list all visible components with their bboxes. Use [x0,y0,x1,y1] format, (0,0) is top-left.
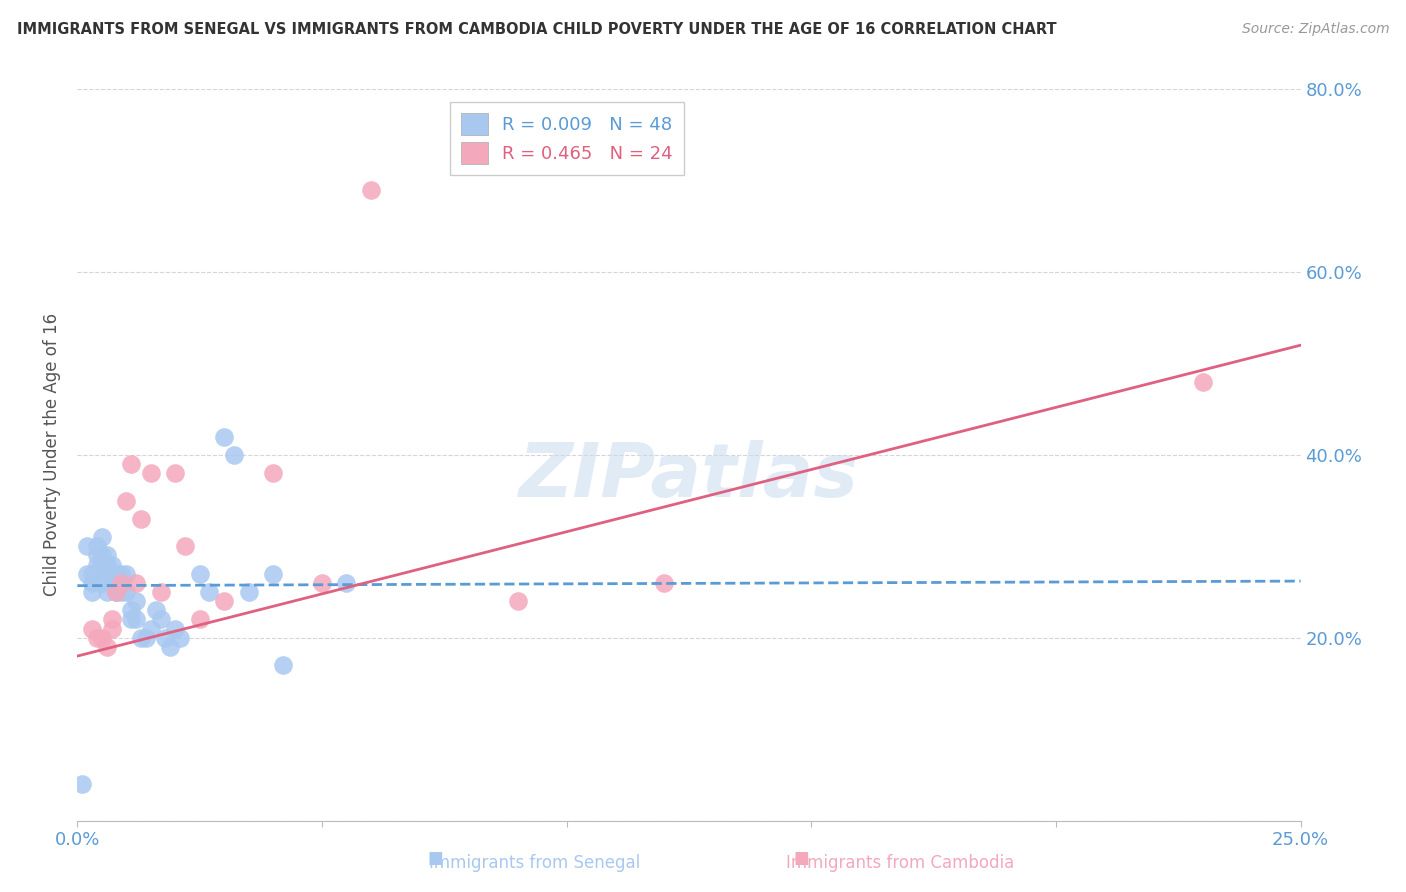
Point [149,585,172,599]
Point [76,566,98,581]
Point [80,622,103,636]
Point [654,576,676,591]
Point [115,493,138,508]
Text: ZIPatlas: ZIPatlas [519,441,859,514]
Point [90,558,112,572]
Point [174,539,197,553]
Point [139,466,162,480]
Point [115,585,138,599]
Point [90,530,112,544]
Point [262,466,284,480]
Point [169,631,191,645]
Point [212,430,235,444]
Point [271,658,294,673]
Text: IMMIGRANTS FROM SENEGAL VS IMMIGRANTS FROM CAMBODIA CHILD POVERTY UNDER THE AGE : IMMIGRANTS FROM SENEGAL VS IMMIGRANTS FR… [17,22,1056,37]
Point [222,448,245,462]
Point [125,613,148,627]
Point [100,613,122,627]
Point [110,566,132,581]
Point [80,566,103,581]
Point [115,566,138,581]
Point [120,603,142,617]
Point [360,183,382,197]
Point [96,549,118,563]
Point [86,539,108,553]
Point [198,585,221,599]
Point [125,594,148,608]
Point [120,457,142,471]
Point [159,640,181,654]
Point [149,613,172,627]
Point [105,585,128,599]
Point [145,603,167,617]
Text: Source: ZipAtlas.com: Source: ZipAtlas.com [1241,22,1389,37]
Y-axis label: Child Poverty Under the Age of 16: Child Poverty Under the Age of 16 [44,313,62,597]
Point [90,631,112,645]
Point [80,576,103,591]
Point [125,576,148,591]
Point [165,622,187,636]
Point [86,558,108,572]
Point [110,585,132,599]
Point [100,576,122,591]
Point [100,558,122,572]
Point [155,631,177,645]
Point [110,576,132,591]
Point [105,585,128,599]
Point [238,585,260,599]
Point [90,576,112,591]
Point [262,566,284,581]
Point [506,594,529,608]
Point [1191,375,1213,389]
Point [311,576,333,591]
Point [76,539,98,553]
Point [100,622,122,636]
Text: ■: ■ [427,849,444,867]
Text: Immigrants from Cambodia: Immigrants from Cambodia [786,855,1014,872]
Point [96,558,118,572]
Point [96,640,118,654]
Text: ■: ■ [793,849,810,867]
Point [188,566,211,581]
Point [129,631,152,645]
Point [80,585,103,599]
Point [165,466,187,480]
Point [90,549,112,563]
Legend: R = 0.009   N = 48, R = 0.465   N = 24: R = 0.009 N = 48, R = 0.465 N = 24 [450,102,683,175]
Point [188,613,211,627]
Point [105,566,128,581]
Point [135,631,157,645]
Point [120,613,142,627]
Point [86,631,108,645]
Point [105,576,128,591]
Point [129,512,152,526]
Point [96,585,118,599]
Point [96,566,118,581]
Point [335,576,357,591]
Point [100,566,122,581]
Point [139,622,162,636]
Point [70,777,93,791]
Point [212,594,235,608]
Point [86,549,108,563]
Text: Immigrants from Senegal: Immigrants from Senegal [429,855,640,872]
